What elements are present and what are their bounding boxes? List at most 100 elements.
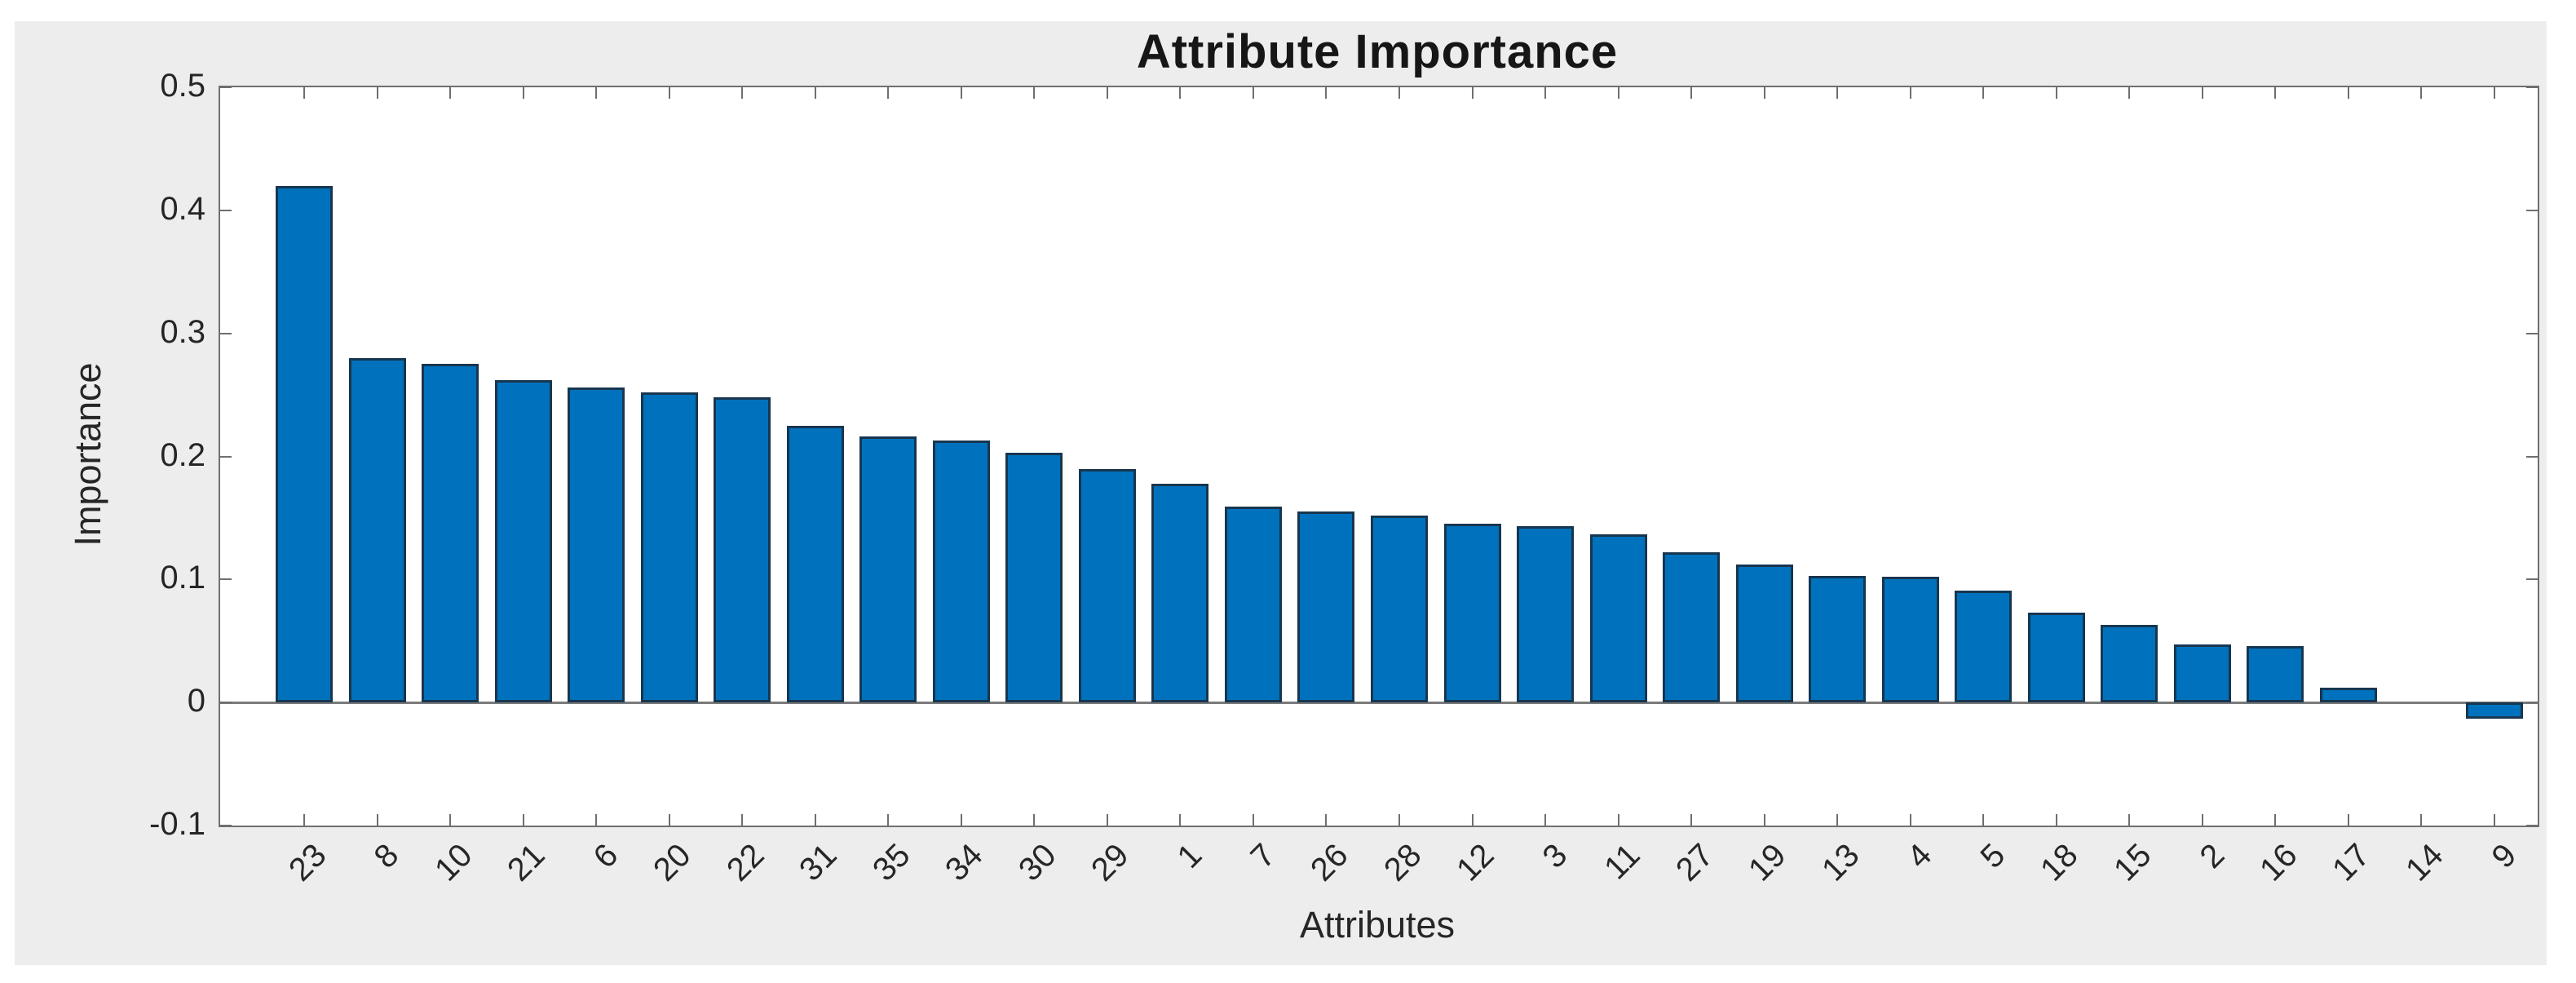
x-tick-mark — [376, 87, 378, 99]
y-tick-mark — [2526, 825, 2538, 826]
bar — [640, 392, 698, 703]
x-tick-mark — [522, 87, 524, 99]
x-tick-mark — [1179, 87, 1182, 99]
bar — [1224, 507, 1282, 703]
x-tick-mark — [1325, 814, 1328, 826]
bar — [422, 364, 479, 703]
x-tick-mark — [1544, 87, 1547, 99]
x-tick-mark — [1179, 814, 1182, 826]
x-tick-mark — [522, 814, 524, 826]
chart-title: Attribute Importance — [1136, 25, 1619, 78]
y-tick-mark — [220, 455, 232, 458]
x-tick-mark — [1252, 814, 1254, 826]
x-tick-mark — [960, 87, 962, 99]
x-tick-mark — [595, 814, 598, 826]
x-tick-mark — [814, 87, 816, 99]
bar — [714, 397, 771, 703]
x-tick-mark — [2274, 814, 2277, 826]
bar — [2319, 688, 2377, 703]
x-tick-mark — [1763, 87, 1765, 99]
x-tick-mark — [1398, 814, 1400, 826]
x-tick-mark — [668, 814, 670, 826]
y-tick-label: 0.1 — [160, 560, 205, 596]
y-tick-mark — [2526, 209, 2538, 211]
y-tick-label: 0.3 — [160, 313, 205, 350]
bar — [2247, 645, 2304, 703]
x-tick-mark — [1982, 814, 1985, 826]
x-tick-mark — [2347, 814, 2349, 826]
x-tick-mark — [814, 814, 816, 826]
x-tick-mark — [303, 814, 305, 826]
y-tick-mark — [220, 825, 232, 826]
x-tick-mark — [1836, 814, 1839, 826]
bar — [1517, 526, 1575, 703]
y-tick-mark — [2526, 578, 2538, 581]
x-tick-mark — [2055, 87, 2057, 99]
bar — [1809, 575, 1867, 703]
y-tick-label: 0.2 — [160, 436, 205, 473]
x-tick-mark — [960, 814, 962, 826]
y-tick-mark — [2526, 455, 2538, 458]
bar — [348, 357, 406, 703]
bar — [2027, 613, 2085, 703]
bar — [1005, 452, 1063, 703]
x-tick-mark — [1836, 87, 1839, 99]
x-tick-mark — [1471, 814, 1474, 826]
x-tick-mark — [1252, 87, 1254, 99]
y-tick-mark — [220, 578, 232, 581]
y-tick-mark — [220, 702, 232, 704]
x-tick-mark — [2201, 87, 2203, 99]
x-tick-mark — [595, 87, 598, 99]
x-tick-mark — [2494, 87, 2495, 99]
bar — [1589, 534, 1647, 703]
x-tick-mark — [1106, 814, 1108, 826]
bar — [1735, 565, 1793, 703]
bar — [1663, 552, 1721, 703]
x-tick-mark — [1690, 814, 1693, 826]
x-axis-title: Attributes — [1299, 904, 1456, 945]
x-tick-mark — [2347, 87, 2349, 99]
x-tick-mark — [1033, 87, 1036, 99]
bar — [568, 387, 625, 703]
x-tick-mark — [449, 87, 452, 99]
bar — [1078, 468, 1136, 703]
x-tick-mark — [376, 814, 378, 826]
x-tick-mark — [2201, 814, 2203, 826]
x-tick-mark — [1909, 814, 1911, 826]
x-tick-mark — [1982, 87, 1985, 99]
y-tick-label: -0.1 — [149, 806, 205, 842]
x-tick-mark — [1544, 814, 1547, 826]
bar — [2101, 625, 2158, 703]
x-tick-mark — [2274, 87, 2277, 99]
x-tick-mark — [668, 87, 670, 99]
plot-area — [219, 86, 2539, 827]
bar — [859, 436, 917, 703]
bar — [1371, 515, 1428, 703]
bar — [1151, 483, 1209, 703]
x-tick-mark — [2494, 814, 2495, 826]
bar — [1955, 590, 2013, 703]
bar — [1881, 577, 1939, 703]
x-tick-mark — [1471, 87, 1474, 99]
x-tick-mark — [2420, 87, 2423, 99]
x-tick-mark — [2128, 814, 2131, 826]
x-tick-mark — [741, 814, 744, 826]
y-tick-mark — [220, 209, 232, 211]
bar — [2173, 644, 2231, 703]
x-tick-mark — [1325, 87, 1328, 99]
y-tick-label: 0.4 — [160, 190, 205, 227]
x-tick-mark — [1033, 814, 1036, 826]
x-tick-mark — [1617, 87, 1619, 99]
y-tick-mark — [2526, 86, 2538, 88]
bar — [276, 185, 333, 703]
y-tick-mark — [2526, 702, 2538, 704]
x-tick-mark — [1398, 87, 1400, 99]
bar — [1443, 524, 1501, 703]
x-tick-mark — [2055, 814, 2057, 826]
bar — [932, 440, 990, 703]
bar — [494, 379, 552, 703]
y-tick-label: 0 — [187, 683, 205, 720]
x-tick-mark — [1617, 814, 1619, 826]
zero-baseline — [220, 701, 2538, 704]
